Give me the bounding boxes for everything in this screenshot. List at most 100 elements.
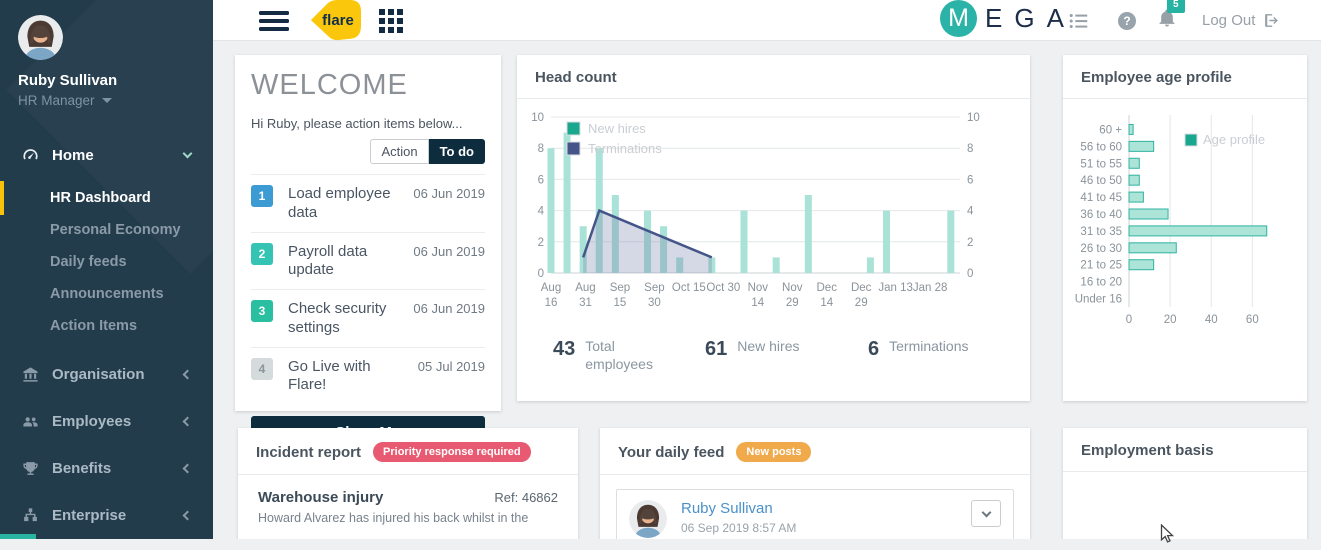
bell-icon [1159,9,1175,27]
todo-item[interactable]: 4 Go Live with Flare! 05 Jul 2019 [251,346,485,405]
logout-icon [1265,14,1279,27]
sitemap-icon [22,507,39,524]
priority-badge: Priority response required [373,442,531,462]
post-author-link[interactable]: Ruby Sullivan [681,500,773,517]
todo-item[interactable]: 2 Payroll data update 06 Jun 2019 [251,231,485,290]
logout-label: Log Out [1202,12,1256,29]
svg-text:Oct 15: Oct 15 [672,282,706,294]
svg-text:20: 20 [1164,314,1177,326]
sidebar-item-hr-dashboard[interactable]: HR Dashboard [0,181,213,215]
stat-total-employees: 43 Total employees [553,338,653,372]
sidebar-item-daily-feeds[interactable]: Daily feeds [50,254,127,270]
users-icon [22,413,39,430]
svg-text:6: 6 [967,174,973,186]
post-expand-button[interactable] [971,500,1001,527]
logout-button[interactable]: Log Out [1202,0,1280,41]
gauge-icon [22,147,39,164]
incident-description: Howard Alvarez has injured his back whil… [258,511,529,525]
todo-number-badge: 3 [251,300,273,322]
svg-text:8: 8 [967,143,973,155]
svg-text:14: 14 [820,297,833,309]
svg-text:Terminations: Terminations [588,141,662,156]
list-icon[interactable] [1068,0,1090,41]
sidebar-item-personal-economy[interactable]: Personal Economy [50,222,181,238]
notification-badge: 5 [1167,0,1185,13]
todo-tabs: Action To do [251,139,485,164]
trophy-icon [22,460,39,477]
user-role-dropdown[interactable]: HR Manager [18,93,213,108]
sidebar-item-organisation[interactable]: Organisation [0,351,213,397]
svg-text:29: 29 [855,297,868,309]
active-indicator [0,181,4,215]
sidebar-item-home[interactable]: Home [0,140,213,170]
flare-logo[interactable]: flare [309,0,363,44]
home-subnav: HR Dashboard Personal Economy Daily feed… [0,181,213,342]
chevron-down-icon [981,507,991,517]
sidebar-item-benefits[interactable]: Benefits [0,445,213,491]
age-profile-chart: 0 20 40 60 60 + 56 to 60 51 to 55 46 to 50 41 to… [1063,99,1307,350]
todo-item[interactable]: 3 Check security settings 06 Jun 2019 [251,289,485,347]
svg-text:40: 40 [1205,314,1218,326]
svg-text:Age profile: Age profile [1203,132,1265,147]
sidebar-item-label: Home [52,146,94,164]
svg-text:6: 6 [538,174,544,186]
tab-action[interactable]: Action [370,139,429,164]
svg-text:31 to 35: 31 to 35 [1080,226,1122,238]
incident-title: Warehouse injury [258,489,384,506]
new-posts-badge: New posts [736,442,812,462]
svg-text:0: 0 [538,268,544,280]
svg-text:16 to 20: 16 to 20 [1080,277,1122,289]
mega-logo-m: M [940,0,977,37]
avatar[interactable] [18,15,63,60]
svg-text:Aug: Aug [575,282,595,294]
bank-icon [22,366,39,383]
notifications-button[interactable]: 5 [1157,0,1185,41]
svg-text:29: 29 [786,297,799,309]
hamburger-menu-icon[interactable] [259,0,289,41]
svg-text:10: 10 [967,112,980,124]
sidebar: Ruby Sullivan HR Manager Home HR Dashboa… [0,0,213,539]
age-profile-card: Employee age profile 0 20 40 60 60 + 56 to 60… [1063,55,1307,401]
apps-grid-icon[interactable] [378,0,404,41]
svg-text:2: 2 [538,237,544,249]
svg-text:51 to 55: 51 to 55 [1080,158,1122,170]
tab-todo[interactable]: To do [428,139,485,164]
svg-text:2: 2 [967,237,973,249]
incident-report-card: Incident report Priority response requir… [238,428,578,539]
chevron-left-icon [182,463,193,473]
greeting-text: Hi Ruby, please action items below... [251,116,463,131]
card-title: Employee age profile [1081,69,1232,86]
topbar: flare M EGA ? 5 Log Out [213,0,1321,41]
mega-logo-rest: EGA [985,3,1076,33]
chevron-left-icon [182,510,193,520]
sidebar-bottom-accent [0,534,36,539]
user-name: Ruby Sullivan [18,72,118,89]
svg-text:0: 0 [967,268,973,280]
sidebar-item-employees[interactable]: Employees [0,398,213,444]
svg-text:14: 14 [751,297,764,309]
svg-text:4: 4 [967,206,974,218]
svg-text:21 to 25: 21 to 25 [1080,260,1122,272]
main-content: WELCOME Hi Ruby, please action items bel… [213,41,1321,539]
sidebar-item-action-items[interactable]: Action Items [50,318,138,334]
sidebar-item-enterprise[interactable]: Enterprise [0,492,213,538]
svg-text:Aug: Aug [541,282,561,294]
svg-text:36 to 40: 36 to 40 [1080,209,1122,221]
feed-post: Ruby Sullivan 06 Sep 2019 8:57 AM [616,489,1014,539]
svg-text:0: 0 [1126,314,1132,326]
svg-text:4: 4 [538,206,545,218]
card-title: Head count [535,69,617,86]
sidebar-item-announcements[interactable]: Announcements [50,286,164,302]
mega-logo: M EGA [940,0,1076,41]
svg-text:56 to 60: 56 to 60 [1080,141,1122,153]
svg-text:10: 10 [531,112,544,124]
chevron-left-icon [182,369,193,379]
help-icon[interactable]: ? [1118,0,1136,41]
todo-item[interactable]: 1 Load employee data 06 Jun 2019 [251,174,485,232]
svg-text:Sep: Sep [610,282,630,294]
svg-text:60 +: 60 + [1099,124,1122,136]
svg-text:Dec: Dec [851,282,872,294]
svg-text:Dec: Dec [817,282,838,294]
svg-text:flare: flare [322,12,354,29]
svg-text:Under 16: Under 16 [1075,294,1122,306]
